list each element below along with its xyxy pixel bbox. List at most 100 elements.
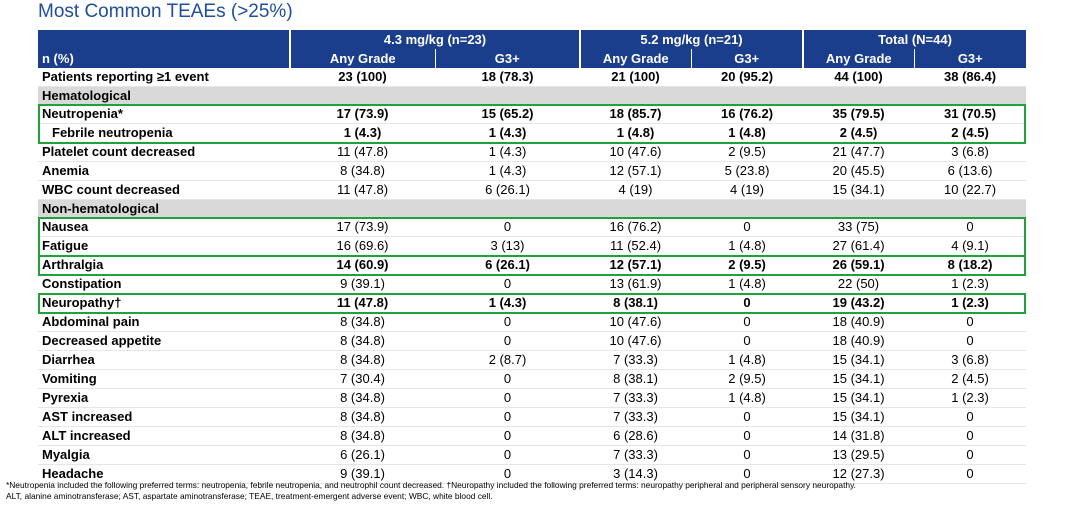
footnote-line-2: ALT, alanine aminotransferase; AST, aspa… [6,491,493,501]
table-cell: 1 (4.3) [290,123,435,143]
table-cell: 15 (34.1) [803,407,915,427]
table-cell: 0 [691,218,804,237]
table-cell: 0 [691,464,804,484]
table-cell: 15 (65.2) [435,105,581,124]
table-cell: 18 (78.3) [435,68,581,87]
table-cell: 7 (33.3) [580,445,692,465]
table-cell: 20 (95.2) [691,68,804,87]
row-label: Fatigue [38,236,290,256]
table-cell: 1 (4.8) [691,350,804,370]
table-cell: 44 (100) [803,68,915,87]
table-cell: 8 (34.8) [290,407,435,427]
row-label: Nausea [38,218,290,237]
table-row: Patients reporting ≥1 event 23 (100) 18 (7… [38,68,1027,87]
table-cell: 1 (4.8) [691,236,804,256]
table-cell: 0 [435,407,581,427]
table-cell: 1 (4.3) [435,142,581,162]
footnote-line-1: *Neutropenia included the following pref… [6,480,856,490]
table-cell: 1 (4.3) [435,293,581,313]
table-cell: 7 (33.3) [580,350,692,370]
table-cell: 11 (47.8) [290,180,435,200]
table-cell: 16 (76.2) [580,218,692,237]
table-cell: 0 [691,407,804,427]
table-cell: 6 (13.6) [914,161,1027,181]
header-blank [38,30,290,49]
header-sub-any-grade: Any Grade [802,49,915,68]
table-row: Decreased appetite 8 (34.8) 0 10 (47.6) 0 18 … [38,331,1027,351]
row-label: Constipation [38,274,290,294]
table-row: AST increased 8 (34.8) 0 7 (33.3) 0 15 (34.1)… [38,407,1027,427]
table-cell: 18 (85.7) [580,105,692,124]
table-cell: 21 (100) [580,68,692,87]
table-cell: 0 [691,312,804,332]
table-cell: 2 (9.5) [691,255,804,275]
page-title: Most Common TEAEs (>25%) [38,1,293,22]
table-cell: 10 (22.7) [914,180,1027,200]
table-cell: 11 (47.8) [290,293,435,313]
table-row: Neuropathy† 11 (47.8) 1 (4.3) 8 (38.1) 0 19 (… [38,293,1027,313]
header-sub-any-grade: Any Grade [289,49,435,68]
table-cell: 10 (47.6) [580,142,692,162]
table-cell: 17 (73.9) [290,105,435,124]
table-cell: 1 (4.8) [580,123,692,143]
header-group-total: Total (N=44) [802,30,1027,49]
table-cell: 0 [435,388,581,408]
table-row: Vomiting 7 (30.4) 0 8 (38.1) 2 (9.5) 15 (34.1… [38,369,1027,389]
row-label: Anemia [38,161,290,181]
table-row: Myalgia 6 (26.1) 0 7 (33.3) 0 13 (29.5) 0 [38,445,1027,465]
table-cell: 9 (39.1) [290,274,435,294]
table-cell: 15 (34.1) [803,388,915,408]
header-group-5-2: 5.2 mg/kg (n=21) [579,30,804,49]
table-cell: 38 (86.4) [914,68,1027,87]
table-cell: 9 (39.1) [290,464,435,484]
table-cell: 31 (70.5) [914,105,1027,124]
table-cell: 0 [914,426,1027,446]
table-cell: 8 (34.8) [290,312,435,332]
table-cell: 17 (73.9) [290,218,435,237]
table-cell: 0 [914,312,1027,332]
table-cell: 3 (14.3) [580,464,692,484]
table-cell: 7 (33.3) [580,407,692,427]
table-cell: 1 (2.3) [914,388,1027,408]
table-cell: 3 (13) [435,236,581,256]
table-row: Arthralgia 14 (60.9) 6 (26.1) 12 (57.1) 2 (9… [38,255,1027,275]
header-row-label: n (%) [38,49,290,68]
table-cell: 13 (29.5) [803,445,915,465]
table-row: Headache 9 (39.1) 0 3 (14.3) 0 12 (27.3) 0 [38,464,1027,484]
table-cell: 6 (26.1) [435,180,581,200]
section-label: Non-hematological [38,199,1027,218]
table-cell: 20 (45.5) [803,161,915,181]
table-cell: 0 [914,331,1027,351]
table-row: WBC count decreased 11 (47.8) 6 (26.1) 4 (1… [38,180,1027,200]
table-cell: 0 [914,218,1027,237]
table-row: Platelet count decreased 11 (47.8) 1 (4.3)… [38,142,1027,162]
table-cell: 0 [914,407,1027,427]
row-label: WBC count decreased [38,180,290,200]
table-row: Anemia 8 (34.8) 1 (4.3) 12 (57.1) 5 (23.8) 20… [38,161,1027,181]
teae-table: 4.3 mg/kg (n=23) 5.2 mg/kg (n=21) Total … [38,30,1027,484]
table-body: Patients reporting ≥1 event 23 (100) 18 (7… [38,68,1027,484]
table-cell: 1 (4.8) [691,274,804,294]
table-cell: 0 [435,331,581,351]
table-cell: 1 (2.3) [914,293,1027,313]
row-label: Decreased appetite [38,331,290,351]
table-row: Constipation 9 (39.1) 0 13 (61.9) 1 (4.8) 22 … [38,274,1027,294]
table-cell: 8 (34.8) [290,161,435,181]
footnote: *Neutropenia included the following pref… [6,480,1076,502]
table-cell: 12 (27.3) [803,464,915,484]
section-row: Hematological [38,86,1027,105]
header-sub-row: n (%) Any Grade G3+ Any Grade G3+ Any Gr… [38,49,1027,68]
table-cell: 0 [435,369,581,389]
row-label: ALT increased [38,426,290,446]
table-cell: 2 (4.5) [914,369,1027,389]
header-sub-any-grade: Any Grade [579,49,692,68]
table-cell: 22 (50) [803,274,915,294]
table-cell: 4 (19) [691,180,804,200]
table-row: Neutropenia* 17 (73.9) 15 (65.2) 18 (85.7) 1… [38,105,1027,124]
table-cell: 8 (34.8) [290,388,435,408]
header-sub-g3: G3+ [913,49,1027,68]
row-label: Febrile neutropenia [38,123,290,143]
table-cell: 10 (47.6) [580,312,692,332]
table-cell: 1 (4.3) [435,161,581,181]
row-label: Headache [38,464,290,484]
